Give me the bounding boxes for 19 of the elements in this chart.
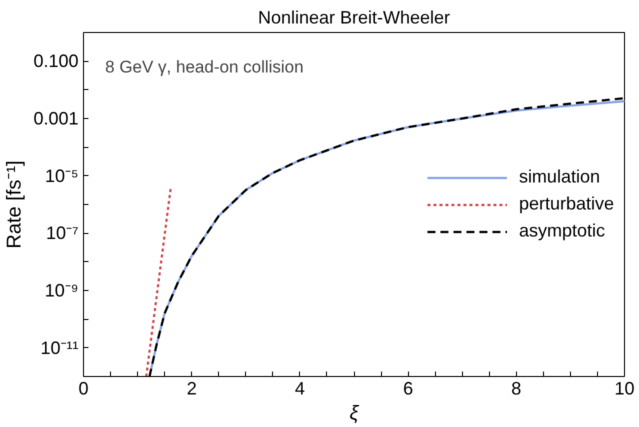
x-axis-title: ξ [350,402,360,424]
annotation: 8 GeV γ, head-on collision [105,57,304,76]
x-tick-label: 0 [78,378,89,398]
x-tick-label: 8 [511,378,522,398]
y-tick-label: 0.001 [33,108,79,128]
y-tick-label: 10⁻¹¹ [40,338,79,358]
x-tick-label: 2 [186,378,197,398]
legend-label: perturbative [518,194,614,214]
x-tick-label: 6 [403,378,414,398]
y-tick-label: 10⁻⁹ [44,280,79,300]
x-tick-label: 4 [294,378,305,398]
legend-label: asymptotic [518,220,605,242]
y-axis-title: Rate [fs⁻¹] [3,160,26,249]
y-tick-label: 0.100 [33,51,79,72]
chart-title: Nonlinear Breit-Wheeler [258,8,450,28]
y-tick-label: 10⁻⁵ [45,166,78,186]
legend-label: simulation [518,166,600,188]
y-tick-label: 10⁻⁷ [46,223,79,244]
x-tick-label: 10 [614,378,635,398]
